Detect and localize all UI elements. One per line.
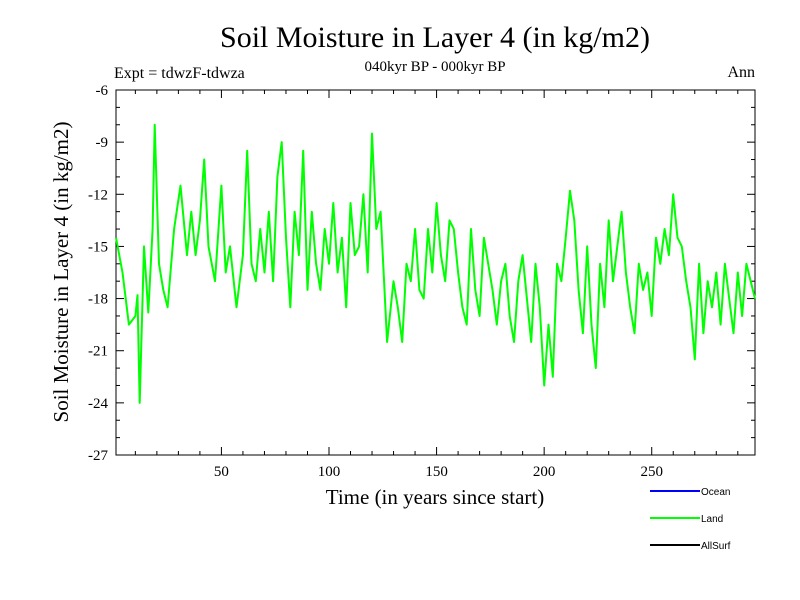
series-layer — [115, 123, 756, 404]
series-line-land — [115, 123, 756, 404]
legend-label-land: Land — [701, 514, 723, 525]
experiment-label: Expt = tdwzF-tdwza — [114, 65, 245, 82]
y-tick-label: -15 — [88, 239, 108, 255]
y-tick-label: -6 — [96, 83, 109, 99]
x-axis: 50 100 150 200 250 — [134, 90, 739, 480]
y-tick-label: -24 — [88, 396, 108, 412]
x-axis-label: Time (in years since start) — [326, 485, 545, 509]
plot-frame — [115, 89, 756, 456]
legend: Ocean Land AllSurf — [650, 487, 731, 552]
y-tick-label: -12 — [88, 187, 108, 203]
chart-title: Soil Moisture in Layer 4 (in kg/m2) — [220, 21, 650, 54]
x-tick-label: 250 — [640, 464, 663, 480]
x-tick-label: 50 — [214, 464, 229, 480]
y-tick-label: -27 — [88, 448, 108, 464]
x-tick-label: 200 — [533, 464, 556, 480]
y-axis: -6 -9 -12 -15 -18 -21 -24 -27 — [88, 83, 755, 464]
y-axis-label: Soil Moisture in Layer 4 (in kg/m2) — [49, 122, 73, 423]
x-tick-label: 100 — [318, 464, 341, 480]
x-tick-label: 150 — [425, 464, 448, 480]
legend-label-ocean: Ocean — [701, 487, 730, 498]
y-tick-label: -18 — [88, 292, 108, 308]
legend-label-allsurf: AllSurf — [701, 541, 731, 552]
chart-subtitle: 040kyr BP - 000kyr BP — [364, 59, 505, 75]
y-tick-label: -9 — [96, 135, 109, 151]
y-tick-label: -21 — [88, 344, 108, 360]
season-label: Ann — [727, 64, 755, 81]
